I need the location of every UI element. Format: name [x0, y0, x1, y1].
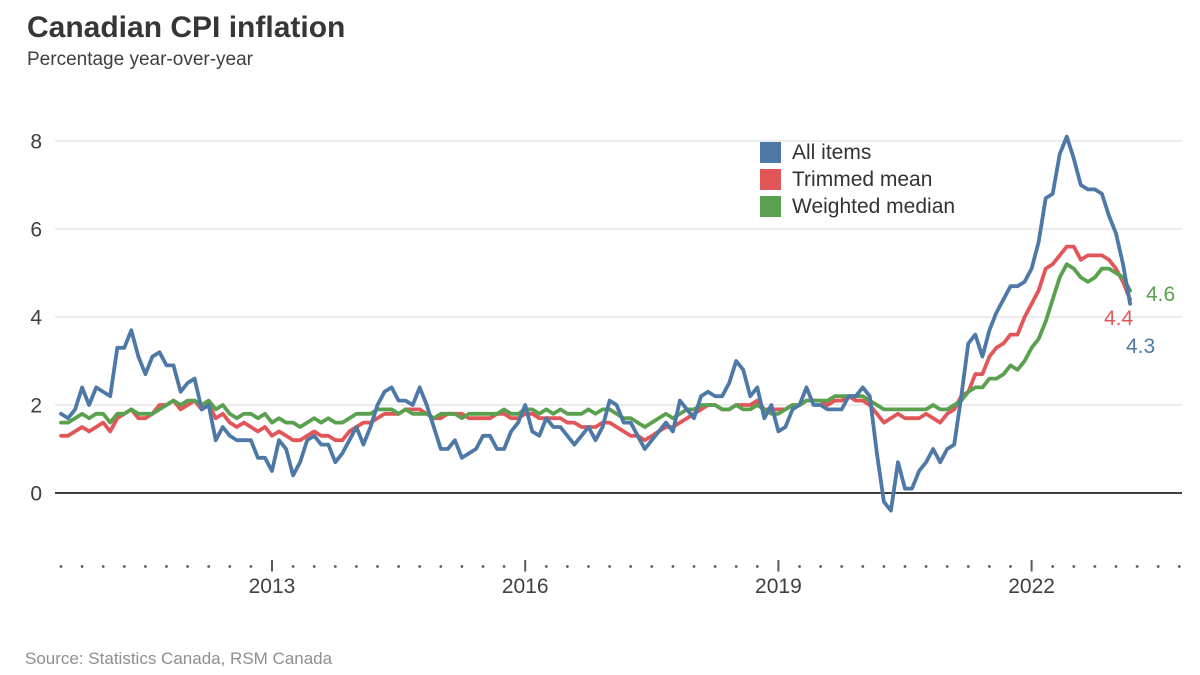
minor-tick-dot — [587, 565, 590, 568]
minor-tick-dot — [1072, 565, 1076, 568]
minor-tick-dot — [945, 565, 949, 568]
minor-tick-dot — [882, 565, 886, 568]
minor-tick-dot — [608, 565, 611, 568]
minor-tick-dot — [903, 565, 907, 568]
series-line-all-items — [59, 134, 1132, 513]
minor-tick-dot — [840, 565, 844, 568]
chart-subtitle: Percentage year-over-year — [27, 49, 253, 70]
minor-tick-dot — [1009, 565, 1012, 568]
legend-item-weighted-median: Weighted median — [760, 196, 955, 217]
end-value-weighted-median: 4.6 — [1146, 283, 1176, 306]
minor-tick-dot — [755, 565, 759, 568]
end-value-all-items: 4.3 — [1126, 335, 1156, 358]
minor-tick-dot — [439, 565, 443, 568]
legend-swatch-weighted-median — [760, 196, 781, 217]
minor-tick-dot — [502, 565, 506, 568]
minor-tick-dot — [966, 565, 970, 568]
y-axis-labels: 0 2 4 6 8 — [30, 131, 42, 506]
source-note: Source: Statistics Canada, RSM Canada — [25, 649, 333, 668]
series-line-trimmed-mean — [59, 244, 1132, 443]
series-lines — [59, 134, 1132, 513]
minor-tick-dot — [1114, 565, 1118, 568]
minor-tick-dot — [629, 565, 633, 568]
minor-tick-dot — [59, 565, 63, 568]
end-value-trimmed-mean: 4.4 — [1104, 307, 1134, 330]
y-tick-label: 2 — [30, 395, 42, 418]
series-line-weighted-median — [59, 262, 1132, 429]
minor-tick-dot — [249, 565, 253, 568]
x-tick-label: 2022 — [1008, 575, 1055, 598]
x-tick-label: 2013 — [249, 575, 296, 598]
minor-tick-dot — [165, 565, 168, 568]
minor-tick-dot — [1135, 565, 1139, 568]
minor-tick-dot — [566, 565, 569, 568]
minor-tick-dot — [122, 565, 126, 568]
minor-tick-dot — [481, 565, 485, 568]
minor-tick-dot — [650, 565, 654, 568]
y-tick-label: 8 — [30, 131, 42, 154]
x-axis-ticks: 2013 2016 2019 2022 — [59, 560, 1181, 598]
minor-tick-dot — [544, 565, 548, 568]
minor-tick-dot — [798, 565, 801, 568]
minor-tick-dot — [312, 565, 316, 568]
minor-tick-dot — [819, 565, 822, 568]
minor-tick-dot — [1177, 565, 1181, 568]
minor-tick-dot — [692, 565, 696, 568]
minor-tick-dot — [101, 565, 105, 568]
minor-tick-dot — [734, 565, 738, 568]
legend-label-weighted-median: Weighted median — [792, 195, 956, 218]
minor-tick-dot — [144, 565, 147, 568]
minor-tick-dot — [207, 565, 211, 568]
legend-swatch-all-items — [760, 142, 781, 163]
minor-tick-dot — [671, 565, 675, 568]
x-tick-label: 2019 — [755, 575, 802, 598]
minor-tick-dot — [713, 565, 717, 568]
x-tick-label: 2016 — [502, 575, 549, 598]
minor-tick-dot — [1051, 565, 1055, 568]
minor-tick-dot — [186, 565, 190, 568]
minor-tick-dot — [376, 565, 379, 568]
minor-tick-dot — [460, 565, 464, 568]
minor-tick-dot — [228, 565, 232, 568]
minor-tick-dot — [924, 565, 928, 568]
minor-tick-dot — [988, 565, 991, 568]
minor-tick-dot — [397, 565, 400, 568]
legend-label-all-items: All items — [792, 141, 872, 164]
y-tick-label: 0 — [30, 483, 42, 506]
gridlines — [55, 140, 1182, 494]
chart-title: Canadian CPI inflation — [27, 11, 346, 44]
minor-tick-dot — [1156, 565, 1160, 568]
minor-tick-dot — [861, 565, 865, 568]
legend-item-trimmed-mean: Trimmed mean — [760, 169, 955, 190]
legend-label-trimmed-mean: Trimmed mean — [792, 168, 933, 191]
legend: All items Trimmed mean Weighted median — [760, 142, 955, 223]
minor-tick-dot — [418, 565, 422, 568]
legend-item-all-items: All items — [760, 142, 955, 163]
legend-swatch-trimmed-mean — [760, 169, 781, 190]
minor-tick-dot — [80, 565, 84, 568]
minor-tick-dot — [1093, 565, 1097, 568]
y-tick-label: 4 — [30, 307, 42, 330]
minor-tick-dot — [291, 565, 295, 568]
y-tick-label: 6 — [30, 219, 42, 242]
minor-tick-dot — [355, 565, 358, 568]
minor-tick-dot — [333, 565, 337, 568]
